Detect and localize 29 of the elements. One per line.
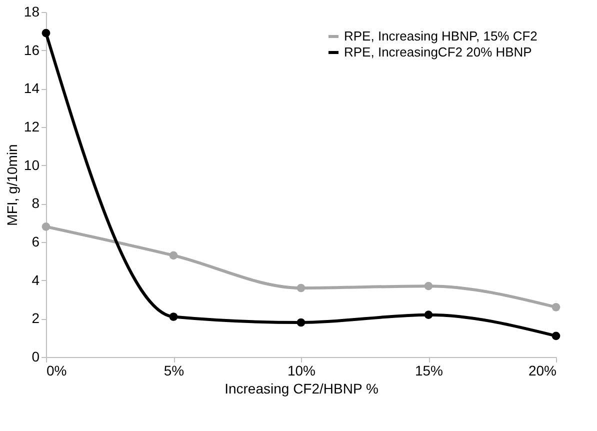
y-tick-label: 12 <box>24 118 40 134</box>
x-tick-label: 15% <box>414 362 444 378</box>
point <box>169 251 178 260</box>
x-tick-label: 10% <box>287 362 316 378</box>
point <box>552 302 560 312</box>
y-tick-label: 0 <box>32 348 40 364</box>
legend-label: RPE, IncreasingCF2 20% HBNP <box>344 44 532 60</box>
y-axis-title: MFI, g/10min <box>4 144 20 226</box>
point <box>42 222 50 231</box>
y-tick-label: 2 <box>32 310 40 326</box>
point <box>424 282 433 290</box>
point <box>296 318 306 327</box>
legend-label: RPE, Increasing HBNP, 15% CF2 <box>344 28 538 44</box>
y-tick-label: 10 <box>24 156 40 173</box>
x-tick-label: 0% <box>46 362 67 378</box>
y-tick-label: 4 <box>32 272 40 288</box>
point <box>424 310 433 320</box>
point <box>169 312 178 321</box>
point <box>552 332 560 340</box>
y-tick-label: 14 <box>24 80 40 96</box>
y-tick-label: 16 <box>24 42 40 58</box>
x-tick-label: 5% <box>164 362 184 378</box>
point <box>296 284 306 292</box>
y-tick-label: 6 <box>32 234 40 250</box>
point <box>42 28 50 38</box>
y-tick-label: 18 <box>24 4 40 20</box>
x-axis-title: Increasing CF2/HBNP % <box>224 380 378 396</box>
y-tick-label: 8 <box>32 195 40 212</box>
x-tick-label: 20% <box>528 362 556 378</box>
